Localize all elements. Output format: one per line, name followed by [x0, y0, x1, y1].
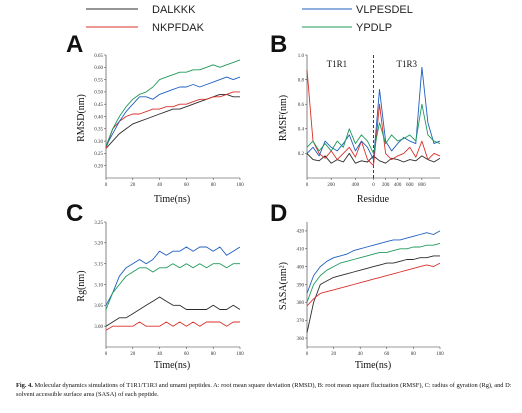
x-tick-label-b: 0 — [372, 183, 375, 188]
series-line-d-ypdlp — [306, 242, 441, 303]
series-line-d-dalkkk — [306, 255, 440, 333]
y-tick-label-c: 3.20 — [94, 242, 103, 247]
panel-b: B 0 200 400 0 200 400 600 800 0.2 0.4 0.6 0.8 1.0 Resi… — [270, 31, 441, 205]
region-label-t1r3: T1R3 — [396, 59, 417, 69]
panel-letter-d: D — [270, 200, 287, 227]
series-line-a-dalkkk — [105, 93, 240, 149]
legend-label-ypdlp: YPDLP — [356, 22, 392, 34]
x-tick-label-b: 0 — [306, 183, 309, 188]
y-tick-label-a: 0.35 — [94, 128, 103, 133]
x-tick-label-d: 60 — [384, 352, 390, 357]
x-tick-label-b: 400 — [352, 183, 360, 188]
series-line-c-dalkkk — [105, 296, 241, 327]
series-line-b-vlpesdel — [306, 66, 441, 161]
x-tick-label-a: 20 — [130, 183, 136, 188]
x-tick-label-a: 100 — [236, 183, 244, 188]
y-tick-label-a: 0.25 — [94, 152, 103, 157]
y-tick-label-d: 380 — [297, 301, 305, 306]
series-line-a-nkpfdak — [105, 91, 240, 149]
x-axis-label-a: Time(ns) — [154, 194, 190, 205]
series-line-c-vlpesdel — [105, 246, 241, 306]
series-line-a-ypdlp — [105, 59, 241, 147]
y-axis-label-a: RMSD(nm) — [76, 94, 87, 142]
y-tick-label-b: 0.2 — [298, 152, 305, 157]
legend-label-nkpfdak: NKPFDAK — [152, 22, 205, 34]
y-tick-label-a: 0.55 — [94, 78, 103, 83]
panel-d: D 0 20 40 60 80 100 360 370 380 390 400 410 420 Time(n… — [270, 200, 444, 371]
figure-caption: Fig. 4. Molecular dynamics simulations o… — [16, 382, 512, 399]
y-tick-label-b: 0.6 — [298, 103, 305, 108]
x-tick-label-c: 60 — [184, 352, 190, 357]
y-tick-label-d: 410 — [297, 248, 305, 253]
y-tick-label-d: 400 — [297, 265, 305, 270]
y-tick-label-b: 0.4 — [298, 128, 305, 133]
y-axis-label-b: RMSF(nm) — [278, 95, 289, 141]
y-tick-label-d: 370 — [297, 319, 305, 324]
region-label-t1r1: T1R1 — [327, 59, 348, 69]
x-tick-label-a: 80 — [211, 183, 217, 188]
y-tick-label-c: 3.05 — [94, 304, 103, 309]
y-tick-label-c: 3.10 — [94, 283, 103, 288]
series-line-a-vlpesdel — [105, 76, 241, 147]
x-tick-label-a: 40 — [157, 183, 163, 188]
x-tick-label-d: 0 — [306, 352, 309, 357]
caption-text: Molecular dynamics simulations of T1R1/T… — [16, 382, 512, 398]
y-tick-label-d: 390 — [297, 283, 305, 288]
x-tick-label-c: 0 — [105, 352, 108, 357]
x-axis-label-c: Time(ns) — [154, 360, 190, 371]
series-line-d-vlpesdel — [306, 230, 441, 294]
y-tick-label-c: 3.15 — [94, 262, 103, 267]
y-tick-label-d: 420 — [297, 230, 305, 235]
x-tick-label-c: 20 — [130, 352, 136, 357]
y-tick-label-a: 0.30 — [94, 140, 103, 145]
x-tick-label-a: 0 — [105, 183, 108, 188]
legend: DALKKK NKPFDAK VLPESDEL YPDLP — [86, 4, 413, 34]
series-line-b-nkpfdak — [306, 69, 441, 167]
x-tick-label-b: 600 — [406, 183, 414, 188]
series-line-d-nkpfdak — [306, 262, 441, 307]
x-tick-label-d: 20 — [331, 352, 337, 357]
x-tick-label-b: 200 — [327, 183, 335, 188]
series-line-c-nkpfdak — [105, 321, 240, 331]
y-tick-label-a: 0.50 — [94, 91, 103, 96]
y-tick-label-b: 1.0 — [298, 54, 305, 59]
panel-letter-c: C — [66, 200, 83, 227]
panel-a: A 0 20 40 60 80 100 0.20 0.25 0.30 0.35 0.40 0.45 0.5… — [66, 31, 244, 205]
x-tick-label-c: 40 — [157, 352, 163, 357]
x-tick-label-d: 40 — [358, 352, 364, 357]
caption-label: Fig. 4. — [16, 382, 33, 389]
x-tick-label-c: 100 — [236, 352, 244, 357]
y-tick-label-a: 0.40 — [94, 115, 103, 120]
x-tick-label-d: 100 — [436, 352, 444, 357]
x-tick-label-b: 200 — [382, 183, 390, 188]
panel-c: C 0 20 40 60 80 100 3.00 3.05 3.10 3.15 3.20 3.25 Tim… — [66, 200, 244, 371]
y-tick-label-a: 0.45 — [94, 103, 103, 108]
series-line-b-ypdlp — [306, 103, 441, 154]
y-tick-label-a: 0.65 — [94, 54, 103, 59]
x-tick-label-a: 60 — [184, 183, 190, 188]
x-tick-label-d: 80 — [411, 352, 417, 357]
y-tick-label-c: 3.00 — [94, 325, 103, 330]
panel-letter-b: B — [270, 31, 287, 58]
series-line-c-ypdlp — [105, 263, 240, 310]
x-tick-label-b: 800 — [418, 183, 426, 188]
y-tick-label-a: 0.20 — [94, 165, 103, 170]
y-tick-label-d: 360 — [297, 337, 305, 342]
x-axis-label-b: Residue — [357, 194, 390, 205]
panel-letter-a: A — [66, 31, 83, 58]
y-tick-label-a: 0.60 — [94, 66, 103, 71]
legend-label-vlpesdel: VLPESDEL — [356, 4, 413, 16]
y-tick-label-b: 0.8 — [298, 78, 305, 83]
legend-label-dalkkk: DALKKK — [152, 4, 196, 16]
y-axis-label-d: SASA(nm²) — [278, 262, 289, 310]
y-tick-label-c: 3.25 — [94, 221, 103, 226]
x-tick-label-b: 400 — [394, 183, 402, 188]
x-axis-label-d: Time(ns) — [355, 360, 391, 371]
y-axis-label-c: Rg(nm) — [76, 270, 87, 301]
x-tick-label-c: 80 — [211, 352, 217, 357]
